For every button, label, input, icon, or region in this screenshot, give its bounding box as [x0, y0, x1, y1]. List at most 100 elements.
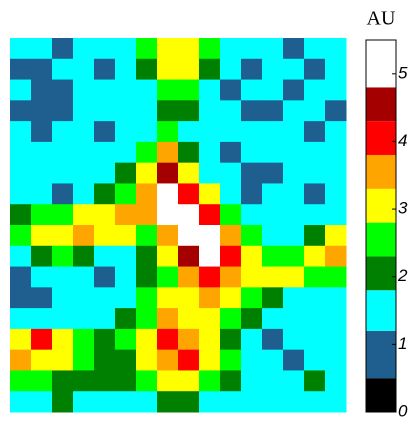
heatmap-cell [262, 349, 284, 371]
heatmap-cell [262, 141, 284, 164]
heatmap-cell [115, 162, 137, 184]
heatmap-cell [94, 204, 116, 226]
heatmap-cell [178, 266, 200, 288]
heatmap-cell [220, 287, 242, 309]
heatmap-cell [178, 225, 200, 247]
colorbar-band [366, 330, 396, 379]
heatmap-cell [31, 308, 53, 330]
heatmap-cell [10, 391, 32, 413]
heatmap-cell [52, 204, 74, 226]
heatmap-cell [136, 58, 158, 81]
heatmap-cell [10, 100, 32, 122]
heatmap-cell [325, 287, 347, 309]
heatmap-cell [115, 79, 137, 101]
heatmap-cell [325, 141, 347, 164]
heatmap-cell [262, 121, 284, 143]
heatmap-cell [94, 308, 116, 330]
heatmap-cell [304, 79, 326, 101]
heatmap-cell [304, 287, 326, 309]
heatmap-cell [73, 349, 95, 371]
heatmap-cell [283, 391, 305, 413]
heatmap-cell [220, 162, 242, 184]
heatmap-cell [325, 162, 347, 184]
heatmap-cell [199, 141, 221, 164]
heatmap-cell [241, 58, 263, 81]
heatmap-cell [10, 38, 32, 60]
colorbar-tick-label: 1 [398, 334, 407, 353]
heatmap-cell [220, 204, 242, 226]
heatmap-cell [178, 38, 200, 60]
heatmap-cell [241, 204, 263, 226]
heatmap-cell [283, 121, 305, 143]
heatmap-cell [178, 391, 200, 413]
heatmap-cell [199, 204, 221, 226]
heatmap-cell [199, 183, 221, 205]
heatmap-cell [115, 100, 137, 122]
heatmap-cell [157, 328, 179, 351]
heatmap-cell [73, 58, 95, 81]
heatmap-cell [73, 287, 95, 309]
heatmap-cell [52, 370, 74, 392]
heatmap-cell [94, 58, 116, 81]
heatmap-cell [178, 162, 200, 184]
heatmap-cell [94, 266, 116, 288]
heatmap-cell [136, 328, 158, 351]
heatmap-cell [262, 79, 284, 101]
heatmap-cell [304, 328, 326, 351]
heatmap-cell [94, 38, 116, 60]
heatmap-cell [220, 58, 242, 81]
heatmap-cell [283, 38, 305, 60]
heatmap-cell [304, 100, 326, 122]
heatmap-cell [136, 245, 158, 268]
heatmap-cell [241, 266, 263, 288]
heatmap-cell [199, 79, 221, 101]
heatmap-cell [178, 100, 200, 122]
heatmap-cell [325, 391, 347, 413]
heatmap-cell [304, 141, 326, 164]
heatmap-cell [136, 370, 158, 392]
heatmap-cell [283, 183, 305, 205]
heatmap-cell [157, 349, 179, 371]
heatmap-cell [178, 183, 200, 205]
heatmap-cell [283, 100, 305, 122]
heatmap-cell [283, 58, 305, 81]
heatmap-cell [157, 58, 179, 81]
heatmap-cell [241, 391, 263, 413]
colorbar-band [366, 40, 396, 88]
heatmap-cell [115, 121, 137, 143]
heatmap-cell [325, 100, 347, 122]
heatmap-cell [199, 349, 221, 371]
heatmap-cell [262, 287, 284, 309]
heatmap-cell [220, 141, 242, 164]
heatmap-cell [241, 225, 263, 247]
heatmap-cell [325, 38, 347, 60]
heatmap-cell [10, 308, 32, 330]
colorbar-band [366, 256, 396, 291]
heatmap-cell [115, 245, 137, 268]
heatmap-cell [262, 58, 284, 81]
heatmap-cell [157, 245, 179, 268]
heatmap-cell [136, 79, 158, 101]
heatmap-cell [304, 370, 326, 392]
heatmap-cell [241, 79, 263, 101]
heatmap-cell [94, 328, 116, 351]
heatmap-cell [262, 308, 284, 330]
heatmap-cell [283, 245, 305, 268]
heatmap-cell [31, 328, 53, 351]
heatmap-cell [283, 162, 305, 184]
heatmap-cell [304, 225, 326, 247]
heatmap-cell [52, 287, 74, 309]
heatmap-cell [31, 121, 53, 143]
heatmap-cell [304, 162, 326, 184]
heatmap-cell [10, 58, 32, 81]
heatmap-cell [157, 121, 179, 143]
heatmap-cell [241, 162, 263, 184]
heatmap-cell [31, 349, 53, 371]
heatmap-cell [115, 370, 137, 392]
heatmap-cell [199, 391, 221, 413]
heatmap-cell [31, 370, 53, 392]
heatmap-cell [94, 349, 116, 371]
heatmap-cell [220, 183, 242, 205]
heatmap-cell [199, 287, 221, 309]
